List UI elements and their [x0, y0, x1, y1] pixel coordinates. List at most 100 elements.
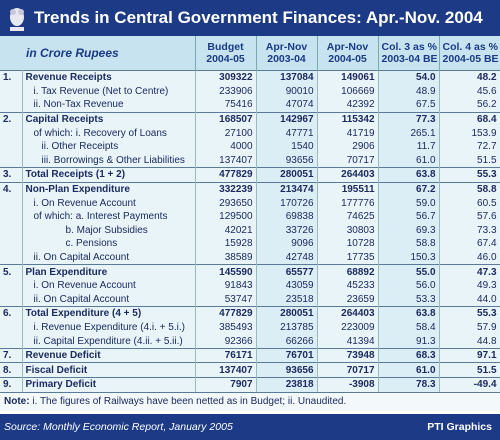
cell-value: 54.0: [378, 69, 440, 85]
column-header: Col. 4 as % 2004-05 BE: [439, 36, 500, 71]
row-label: i. Revenue Expenditure (4.i. + 5.i.): [22, 320, 196, 335]
table-row: ii. Capital Expenditure (4.ii. + 5.ii.) 9…: [0, 334, 500, 349]
cell-value: 58.8: [439, 181, 500, 197]
cell-value: 195511: [317, 181, 379, 197]
cell-value: 477829: [195, 306, 257, 321]
header-row: in Crore Rupees Budget 2004-05 Apr-Nov 2003…: [0, 36, 500, 71]
footer: Source: Monthly Economic Report, January…: [0, 414, 500, 440]
row-label: iii. Borrowings & Other Liabilities: [22, 153, 196, 168]
cell-value: 45233: [317, 278, 379, 293]
cell-value: 69838: [256, 209, 318, 224]
row-number: [0, 126, 23, 140]
cell-value: 70717: [317, 153, 379, 168]
row-label: Non-Plan Expenditure: [22, 181, 196, 197]
table-row: c. Pensions 15928 9096 10728 58.8 67.4: [0, 237, 500, 251]
cell-value: 93656: [256, 153, 318, 168]
cell-value: 153.9: [439, 126, 500, 140]
row-label: ii. On Capital Account: [22, 292, 196, 307]
cell-value: 77.3: [378, 111, 440, 127]
row-label: Fiscal Deficit: [22, 362, 196, 378]
title: Trends in Central Government Finances: A…: [34, 8, 483, 27]
cell-value: 70717: [317, 362, 379, 378]
cell-value: 23518: [256, 292, 318, 307]
cell-value: 223009: [317, 320, 379, 335]
column-header: Col. 3 as % 2003-04 BE: [378, 36, 440, 71]
cell-value: 30803: [317, 223, 379, 238]
row-number: [0, 139, 23, 154]
row-number: 2.: [0, 111, 23, 127]
table-row: i. On Revenue Account 91843 43059 45233 56.0…: [0, 278, 500, 293]
cell-value: 293650: [195, 196, 257, 210]
cell-value: 15928: [195, 237, 257, 251]
cell-value: 45.6: [439, 84, 500, 99]
note: Note: i. The figures of Railways have be…: [0, 392, 500, 411]
cell-value: 57.6: [439, 209, 500, 224]
row-number: [0, 250, 23, 265]
cell-value: 145590: [195, 264, 257, 279]
cell-value: 92366: [195, 334, 257, 349]
cell-value: 90010: [256, 84, 318, 99]
table-row: ii. On Capital Account 38589 42748 17735 150…: [0, 250, 500, 265]
table-row: of which: i. Recovery of Loans 27100 47771…: [0, 126, 500, 140]
cell-value: 46.0: [439, 250, 500, 265]
note-label: Note:: [4, 395, 30, 407]
cell-value: 66266: [256, 334, 318, 349]
cell-value: 91843: [195, 278, 257, 293]
cell-value: 27100: [195, 126, 257, 140]
table-row: ii. Non-Tax Revenue 75416 47074 42392 67.5 56…: [0, 98, 500, 113]
cell-value: 150.3: [378, 250, 440, 265]
cell-value: 385493: [195, 320, 257, 335]
table-row: b. Major Subsidies 42021 33726 30803 69.3 73.…: [0, 223, 500, 238]
table-row: 1. Revenue Receipts 309322 137084 149061 54.0…: [0, 69, 500, 85]
cell-value: 149061: [317, 69, 379, 85]
cell-value: 2906: [317, 139, 379, 154]
cell-value: 53.3: [378, 292, 440, 307]
cell-value: 23818: [256, 377, 318, 393]
column-header-line: 2003-04 BE: [381, 53, 438, 65]
cell-value: 97.1: [439, 347, 500, 363]
cell-value: 58.4: [378, 320, 440, 335]
cell-value: 74625: [317, 209, 379, 224]
table-row: ii. Other Receipts 4000 1540 2906 11.7 72.7: [0, 139, 500, 154]
cell-value: 47771: [256, 126, 318, 140]
cell-value: 72.7: [439, 139, 500, 154]
column-header-line: 2003-04: [267, 53, 306, 65]
cell-value: 53747: [195, 292, 257, 307]
row-number: [0, 334, 23, 349]
cell-value: 41394: [317, 334, 379, 349]
column-header-line: Col. 3 as %: [381, 41, 437, 53]
cell-value: 91.3: [378, 334, 440, 349]
cell-value: 60.5: [439, 196, 500, 210]
cell-value: 233906: [195, 84, 257, 99]
cell-value: 68.4: [439, 111, 500, 127]
cell-value: 280051: [256, 167, 318, 183]
row-label: Revenue Receipts: [22, 69, 196, 85]
row-label: ii. On Capital Account: [22, 250, 196, 265]
cell-value: 48.9: [378, 84, 440, 99]
row-number: [0, 292, 23, 307]
table-row: 9. Primary Deficit 7907 23818 -3908 78.3 -49.4: [0, 377, 500, 393]
row-number: 7.: [0, 347, 23, 363]
cell-value: 61.0: [378, 362, 440, 378]
note-text: i. The figures of Railways have been net…: [32, 395, 347, 407]
column-header: Apr-Nov 2003-04: [256, 36, 318, 71]
cell-value: 63.8: [378, 167, 440, 183]
table-row: i. Revenue Expenditure (4.i. + 5.i.) 3854…: [0, 320, 500, 335]
cell-value: 61.0: [378, 153, 440, 168]
column-header-line: Apr-Nov: [265, 41, 308, 53]
cell-value: 17735: [317, 250, 379, 265]
cell-value: -3908: [317, 377, 379, 393]
row-number: [0, 223, 23, 238]
cell-value: 280051: [256, 306, 318, 321]
cell-value: 106669: [317, 84, 379, 99]
cell-value: 129500: [195, 209, 257, 224]
row-label: Total Expenditure (4 + 5): [22, 306, 196, 321]
cell-value: 213474: [256, 181, 318, 197]
cell-value: 67.2: [378, 181, 440, 197]
table-row: 5. Plan Expenditure 145590 65577 68892 55.0 47…: [0, 264, 500, 279]
finance-table: in Crore Rupees Budget 2004-05 Apr-Nov 2003…: [0, 36, 500, 393]
table-row: i. Tax Revenue (Net to Centre) 233906 9001…: [0, 84, 500, 99]
cell-value: 68.3: [378, 347, 440, 363]
row-number: [0, 153, 23, 168]
cell-value: 11.7: [378, 139, 440, 154]
